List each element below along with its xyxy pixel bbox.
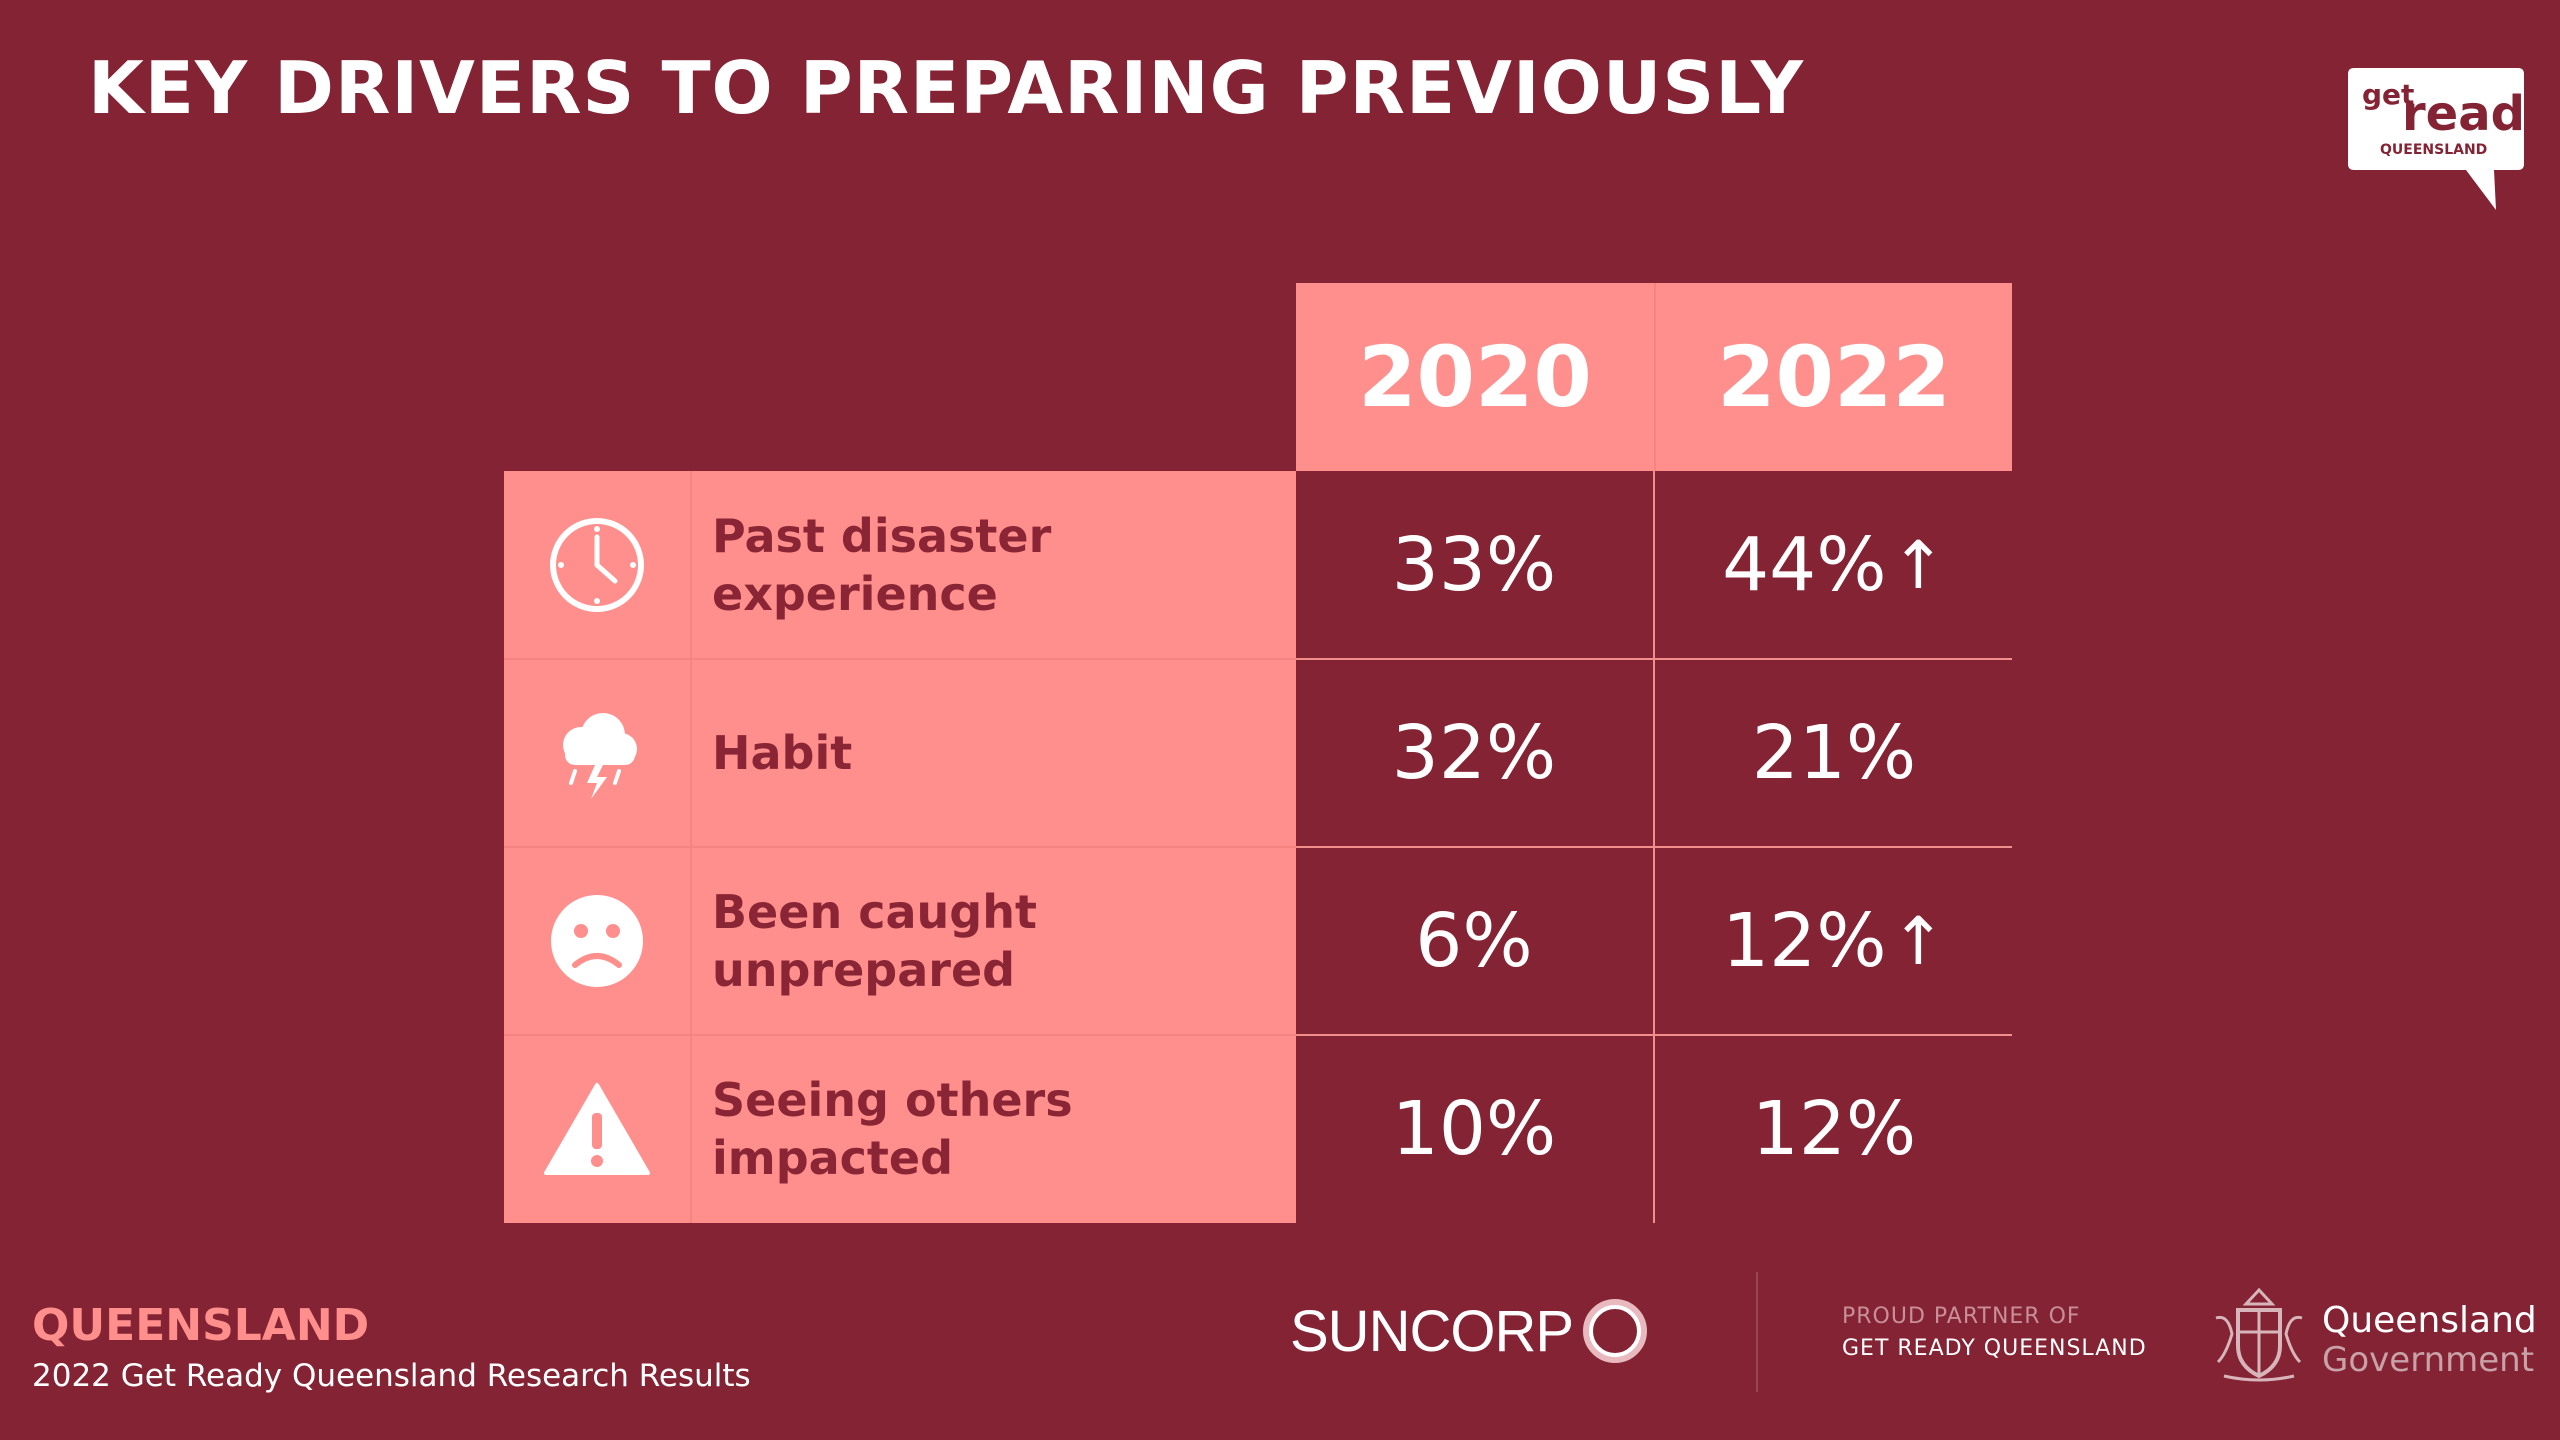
value-text: 12% [1751,1086,1917,1172]
header-divider [1654,283,1656,471]
gov-line-2: Government [2322,1340,2535,1380]
value-cell-2022: 12% ↑ [1656,847,2012,1035]
suncorp-logo-text: SUNCORP [1290,1299,1574,1364]
footer-brand: QUEENSLAND [32,1300,370,1351]
value-cell-2022: 21% [1656,659,2012,847]
value-text: 6% [1415,898,1533,984]
value-text: 12% [1722,898,1887,984]
get-ready-queensland-logo: get ready QUEENSLAND [2348,68,2526,210]
row-label: Past disaster experience [712,509,1052,621]
row-label: Been caught unprepared [712,885,1037,997]
sad-face-icon [504,847,690,1035]
table-row: Habit [504,659,1296,847]
slide-title: KEY DRIVERS TO PREPARING PREVIOUSLY [88,46,1804,130]
table-row: Been caught unprepared [504,847,1296,1035]
value-cell-2022: 12% [1656,1035,2012,1223]
row-divider [1296,846,2012,848]
row-divider [504,658,1296,660]
value-cell-2020: 32% [1296,659,1652,847]
row-divider [1296,658,2012,660]
year-header-2022: 2022 [1656,283,2012,471]
table-row: Seeing others impacted [504,1035,1296,1223]
suncorp-ring-icon [1583,1299,1647,1363]
value-text: 21% [1751,710,1917,796]
value-cell-2020: 6% [1296,847,1652,1035]
partner-line-2: GET READY QUEENSLAND [1842,1336,2147,1361]
value-text: 10% [1391,1086,1557,1172]
value-text: 32% [1391,710,1557,796]
value-cell-2022: 44% ↑ [1656,471,2012,659]
partner-line-1: PROUD PARTNER OF [1842,1304,2081,1329]
value-text: 33% [1391,522,1557,608]
warning-icon [504,1035,690,1223]
storm-cloud-icon [504,659,690,847]
year-header-2020: 2020 [1296,283,1654,471]
trend-up-icon: ↑ [1890,902,1946,980]
value-cell-2020: 33% [1296,471,1652,659]
svg-text:ready: ready [2402,86,2526,142]
row-divider [504,1034,1296,1036]
value-text: 44% [1722,522,1887,608]
footer-subtitle: 2022 Get Ready Queensland Research Resul… [32,1358,751,1394]
value-cell-2020: 10% [1296,1035,1652,1223]
clock-icon [504,471,690,659]
svg-text:get: get [2362,78,2414,111]
table-row: Past disaster experience [504,471,1296,659]
queensland-crest-icon [2215,1287,2303,1382]
trend-up-icon: ↑ [1890,526,1946,604]
gov-line-1: Queensland [2322,1300,2537,1341]
footer-divider [1756,1272,1758,1392]
svg-text:QUEENSLAND: QUEENSLAND [2380,142,2487,158]
row-label: Habit [712,726,853,780]
row-divider [504,846,1296,848]
row-divider [1296,1034,2012,1036]
row-label: Seeing others impacted [712,1073,1073,1185]
